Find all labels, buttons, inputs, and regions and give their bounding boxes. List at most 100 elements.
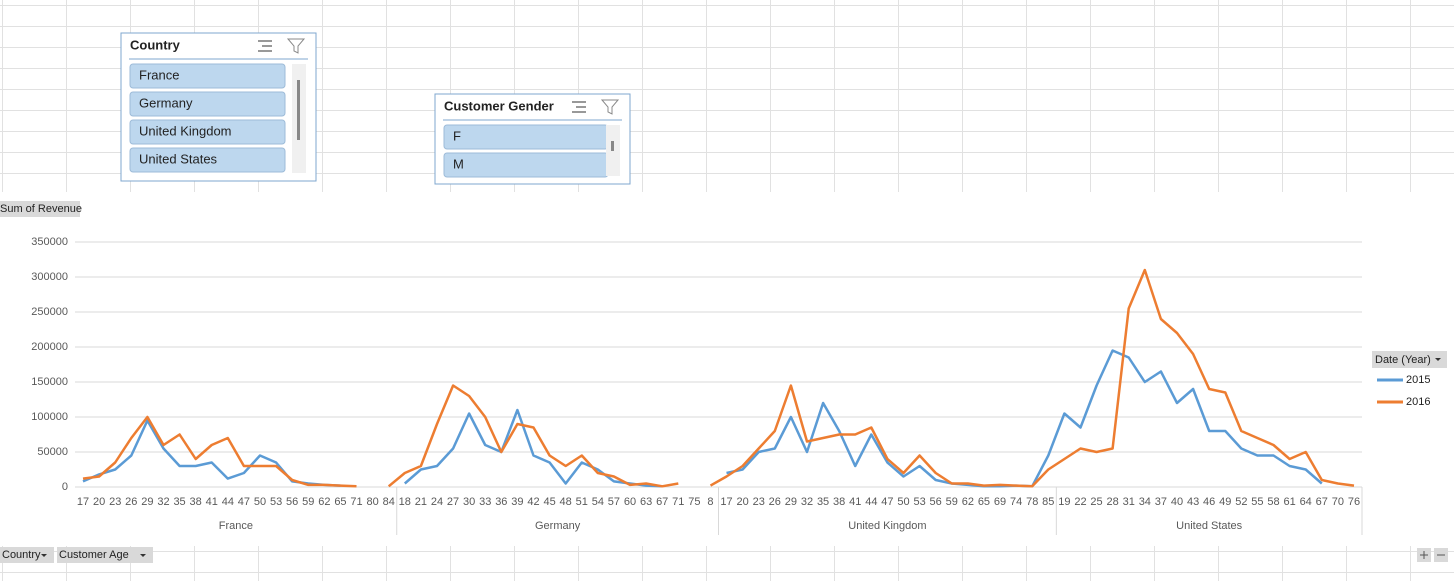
- slicer-item-label: M: [453, 156, 464, 171]
- x-tick-label: 30: [463, 496, 475, 508]
- x-tick-label: 80: [366, 496, 378, 508]
- x-tick-label: 34: [1139, 496, 1151, 508]
- x-tick-label: 31: [1123, 496, 1135, 508]
- multi-select-icon[interactable]: [572, 101, 586, 113]
- clear-filter-icon[interactable]: [286, 38, 306, 54]
- legend-label: 2016: [1406, 396, 1430, 408]
- x-tick-label: 71: [350, 496, 362, 508]
- x-tick-label: 41: [849, 496, 861, 508]
- x-tick-label: 37: [1155, 496, 1167, 508]
- dropdown-arrow: [1435, 358, 1441, 361]
- expand-icon: [1420, 551, 1445, 559]
- group-label: France: [219, 520, 253, 532]
- x-tick-label: 60: [624, 496, 636, 508]
- x-tick-label: 20: [93, 496, 105, 508]
- slicer-title: Customer Gender: [444, 98, 554, 113]
- axis-field-button[interactable]: [0, 547, 54, 563]
- x-tick-label: 65: [334, 496, 346, 508]
- slicer-item-label: Germany: [139, 95, 193, 110]
- x-tick-label: 44: [865, 496, 877, 508]
- x-tick-label: 48: [560, 496, 572, 508]
- x-tick-label: 17: [77, 496, 89, 508]
- x-tick-label: 46: [1203, 496, 1215, 508]
- x-tick-label: 57: [608, 496, 620, 508]
- x-tick-label: 49: [1219, 496, 1231, 508]
- x-tick-label: 47: [881, 496, 893, 508]
- axis-field-label: Country: [2, 549, 41, 561]
- x-tick-label: 17: [720, 496, 732, 508]
- slicer-item[interactable]: [129, 119, 286, 145]
- dropdown-arrow: [41, 554, 47, 557]
- x-tick-label: 61: [1283, 496, 1295, 508]
- x-tick-label: 63: [640, 496, 652, 508]
- y-tick-label: 300000: [31, 271, 68, 283]
- x-tick-label: 53: [913, 496, 925, 508]
- x-tick-label: 26: [769, 496, 781, 508]
- x-tick-label: 41: [206, 496, 218, 508]
- x-tick-label: 67: [656, 496, 668, 508]
- x-tick-label: 23: [753, 496, 765, 508]
- group-label: United Kingdom: [848, 520, 926, 532]
- x-tick-label: 21: [415, 496, 427, 508]
- legend-field-label: Date (Year): [1375, 354, 1431, 366]
- axis-field-label: Customer Age: [59, 549, 129, 561]
- x-tick-label: 29: [141, 496, 153, 508]
- x-tick-label: 25: [1090, 496, 1102, 508]
- x-tick-label: 50: [897, 496, 909, 508]
- x-tick-label: 40: [1171, 496, 1183, 508]
- y-tick-label: 0: [62, 481, 68, 493]
- slicer-item[interactable]: [443, 152, 609, 178]
- x-tick-label: 74: [1010, 496, 1022, 508]
- x-tick-label: 22: [1074, 496, 1086, 508]
- x-tick-label: 8: [707, 496, 713, 508]
- dropdown-arrow: [140, 554, 146, 557]
- x-tick-label: 75: [688, 496, 700, 508]
- x-tick-label: 51: [576, 496, 588, 508]
- field-button[interactable]: [0, 201, 80, 217]
- x-tick-label: 67: [1316, 496, 1328, 508]
- legend-field-button[interactable]: [1372, 351, 1447, 368]
- x-tick-label: 24: [431, 496, 443, 508]
- scroll-thumb[interactable]: [611, 141, 614, 151]
- y-tick-label: 50000: [37, 446, 68, 458]
- x-tick-label: 59: [302, 496, 314, 508]
- slicer-item-label: F: [453, 128, 461, 143]
- series-line: [82, 268, 1355, 488]
- scroll-thumb[interactable]: [297, 80, 300, 140]
- x-tick-label: 19: [1058, 496, 1070, 508]
- y-tick-label: 150000: [31, 376, 68, 388]
- x-tick-label: 56: [930, 496, 942, 508]
- slicer-item[interactable]: [129, 147, 286, 173]
- x-tick-label: 42: [527, 496, 539, 508]
- x-tick-label: 58: [1267, 496, 1279, 508]
- x-tick-label: 23: [109, 496, 121, 508]
- slicer-title: Country: [130, 37, 181, 52]
- x-tick-label: 35: [817, 496, 829, 508]
- x-tick-label: 39: [511, 496, 523, 508]
- x-tick-label: 76: [1348, 496, 1360, 508]
- clear-filter-icon[interactable]: [600, 99, 620, 115]
- x-tick-label: 70: [1332, 496, 1344, 508]
- slicer-item-label: France: [139, 67, 179, 82]
- y-tick-label: 200000: [31, 341, 68, 353]
- slicer-item[interactable]: [129, 91, 286, 117]
- group-label: Germany: [535, 520, 581, 532]
- x-tick-label: 20: [737, 496, 749, 508]
- multi-select-icon[interactable]: [258, 40, 272, 52]
- x-tick-label: 52: [1235, 496, 1247, 508]
- slicer-item[interactable]: [129, 63, 286, 89]
- x-tick-label: 38: [833, 496, 845, 508]
- x-tick-label: 36: [495, 496, 507, 508]
- x-tick-label: 35: [173, 496, 185, 508]
- x-tick-label: 54: [592, 496, 604, 508]
- axis-field-button[interactable]: [57, 547, 153, 563]
- slicer-item-label: United States: [139, 151, 218, 166]
- x-tick-label: 56: [286, 496, 298, 508]
- field-button-label: Sum of Revenue: [0, 203, 82, 215]
- x-tick-label: 47: [238, 496, 250, 508]
- slicer-item[interactable]: [443, 124, 609, 150]
- x-tick-label: 64: [1300, 496, 1312, 508]
- x-tick-label: 62: [318, 496, 330, 508]
